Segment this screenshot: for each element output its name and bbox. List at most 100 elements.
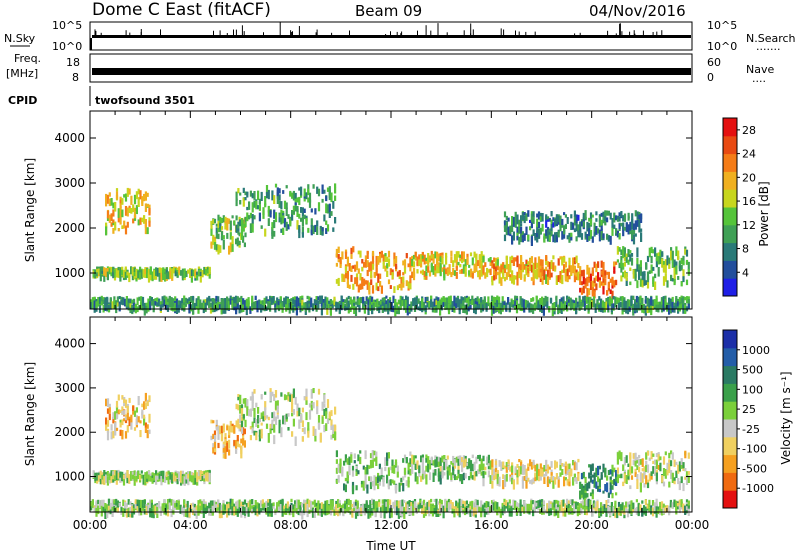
heatmap-cell <box>140 302 143 309</box>
heatmap-cell <box>501 506 504 511</box>
heatmap-cell <box>493 468 496 476</box>
heatmap-cell <box>682 269 685 280</box>
heatmap-cell <box>371 508 374 514</box>
heatmap-cell <box>97 268 101 275</box>
heatmap-cell <box>137 271 140 279</box>
heatmap-cell <box>246 399 249 410</box>
heatmap-cell <box>493 272 496 281</box>
heatmap-cell <box>291 211 294 221</box>
heatmap-cell <box>417 298 420 304</box>
heatmap-cell <box>491 262 494 269</box>
heatmap-cell <box>673 267 676 276</box>
heatmap-cell <box>303 196 306 202</box>
heatmap-cell <box>403 509 406 519</box>
heatmap-cell <box>369 459 373 469</box>
heatmap-cell <box>521 298 524 308</box>
heatmap-cell <box>337 258 340 263</box>
heatmap-cell <box>550 219 553 227</box>
heatmap-cell <box>442 302 445 307</box>
heatmap-cell <box>571 305 574 309</box>
heatmap-cell <box>346 256 349 267</box>
heatmap-cell <box>249 499 252 510</box>
heatmap-cell <box>237 224 240 229</box>
heatmap-cell <box>413 297 417 306</box>
heatmap-cell <box>421 457 424 467</box>
heatmap-cell <box>149 272 152 281</box>
heatmap-cell <box>379 507 383 512</box>
heatmap-cell <box>267 205 270 213</box>
heatmap-cell <box>685 259 689 265</box>
heatmap-cell <box>383 302 386 312</box>
heatmap-cell <box>403 267 407 274</box>
heatmap-cell <box>421 255 424 259</box>
heatmap-cell <box>128 418 131 427</box>
heatmap-cell <box>348 466 351 475</box>
heatmap-cell <box>418 258 421 267</box>
heatmap-cell <box>539 463 542 469</box>
heatmap-cell <box>650 296 653 306</box>
heatmap-cell <box>322 302 325 310</box>
heatmap-cell <box>453 474 457 481</box>
heatmap-cell <box>511 216 514 226</box>
heatmap-cell <box>615 279 618 286</box>
heatmap-cell <box>433 505 436 510</box>
heatmap-cell <box>600 472 603 479</box>
heatmap-cell <box>280 216 283 225</box>
heatmap-cell <box>516 475 519 485</box>
heatmap-cell <box>559 271 562 280</box>
heatmap-cell <box>469 509 472 517</box>
heatmap-cell <box>208 299 211 308</box>
heatmap-cell <box>115 400 119 408</box>
heatmap-cell <box>108 268 111 275</box>
heatmap-cell <box>529 219 532 223</box>
heatmap-cell <box>269 388 272 396</box>
heatmap-cell <box>140 499 143 509</box>
heatmap-cell <box>181 303 184 311</box>
heatmap-cell <box>148 395 151 403</box>
heatmap-cell <box>552 222 555 228</box>
heatmap-cell <box>224 220 227 225</box>
heatmap-cell <box>460 296 463 304</box>
heatmap-cell <box>643 273 646 281</box>
heatmap-cell <box>224 298 227 308</box>
heatmap-cell <box>661 475 664 483</box>
heatmap-cell <box>292 205 295 215</box>
heatmap-cell <box>248 409 251 417</box>
heatmap-cell <box>457 261 460 266</box>
heatmap-cell <box>570 234 573 241</box>
heatmap-cell <box>575 276 578 281</box>
heatmap-cell <box>167 470 170 475</box>
heatmap-cell <box>511 465 514 473</box>
heatmap-cell <box>305 192 308 200</box>
heatmap-cell <box>113 499 116 504</box>
heatmap-cell <box>634 220 637 230</box>
heatmap-cell <box>468 270 471 276</box>
heatmap-cell <box>344 249 348 254</box>
heatmap-cell <box>260 433 263 439</box>
heatmap-cell <box>201 270 204 278</box>
heatmap-cell <box>156 302 159 306</box>
heatmap-cell <box>294 299 297 307</box>
heatmap-cell <box>279 301 282 309</box>
heatmap-cell <box>355 471 358 476</box>
heatmap-cell <box>434 272 437 277</box>
heatmap-cell <box>501 296 504 306</box>
heatmap-cell <box>328 203 331 213</box>
heatmap-cell <box>498 460 501 467</box>
heatmap-cell <box>300 194 303 198</box>
heatmap-cell <box>326 505 329 515</box>
heatmap-cell <box>184 297 187 302</box>
heatmap-cell <box>452 268 455 276</box>
heatmap-cell <box>532 509 535 517</box>
heatmap-cell <box>114 422 117 432</box>
heatmap-cell <box>149 475 152 482</box>
heatmap-cell <box>106 398 110 407</box>
heatmap-cell <box>224 504 227 510</box>
heatmap-cell <box>409 281 412 290</box>
heatmap-cell <box>482 265 485 274</box>
heatmap-cell <box>138 296 141 301</box>
heatmap-cell <box>397 509 400 519</box>
heatmap-cell <box>616 246 619 255</box>
heatmap-cell <box>448 467 451 476</box>
heatmap-cell <box>617 302 621 310</box>
